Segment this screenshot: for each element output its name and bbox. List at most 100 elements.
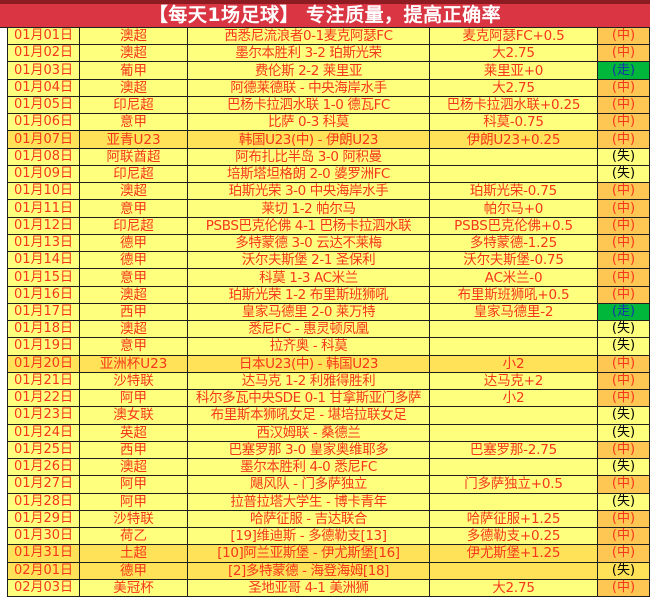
league-cell: 印尼超 <box>80 165 188 184</box>
match-cell: 墨尔本胜利 3-2 珀斯光荣 <box>188 45 430 63</box>
result-cell: (中) <box>598 217 650 235</box>
table-row: 01月23日 澳女联 布里斯本狮吼女足 - 堪培拉联女足 (失) <box>8 407 650 425</box>
date-cell: 01月23日 <box>8 407 80 425</box>
date-cell: 02月03日 <box>8 579 80 597</box>
bet-cell <box>430 424 598 442</box>
table-row: 01月27日 阿甲 飓风队 - 门多萨独立 门多萨独立+0.5 (中) <box>8 476 650 494</box>
table-row: 01月15日 意甲 科莫 1-3 AC米兰 AC米兰-0 (中) <box>8 269 650 287</box>
result-cell: (失) <box>598 338 650 356</box>
result-cell: (中) <box>598 234 650 253</box>
match-cell: 多特蒙德 3-0 云达不莱梅 <box>188 234 430 253</box>
bet-cell <box>430 407 598 425</box>
table-row: 01月24日 英超 西汉姆联 - 桑德兰 (失) <box>8 424 650 442</box>
result-cell: (中) <box>598 441 650 460</box>
table-row: 01月07日 亚青U23 韩国U23(中) - 伊朗U23 伊朗U23+0.25 (中) <box>8 131 650 149</box>
match-cell: 费伦斯 2-2 莱里亚 <box>188 62 430 80</box>
table-row: 01月04日 澳超 阿德莱德联 - 中央海岸水手 大2.75 (中) <box>8 79 650 97</box>
result-cell: (走) <box>598 62 650 80</box>
date-cell: 01月01日 <box>8 28 80 46</box>
league-cell: 澳超 <box>80 321 188 339</box>
bet-cell <box>430 321 598 339</box>
result-cell: (中) <box>598 131 650 149</box>
league-cell: 澳超 <box>80 286 188 304</box>
league-cell: 美冠杯 <box>80 579 188 597</box>
match-cell: 悉尼FC - 惠灵顿凤凰 <box>188 321 430 339</box>
result-cell: (中) <box>598 545 650 563</box>
bet-cell: 珀斯光荣-0.75 <box>430 183 598 201</box>
bet-cell: 小2 <box>430 390 598 408</box>
result-cell: (中) <box>598 200 650 218</box>
league-cell: 澳超 <box>80 79 188 97</box>
result-cell: (中) <box>598 579 650 597</box>
date-cell: 01月02日 <box>8 45 80 63</box>
date-cell: 01月15日 <box>8 269 80 287</box>
bet-cell: 科莫-0.75 <box>430 114 598 132</box>
result-cell: (中) <box>598 45 650 63</box>
table-row: 01月08日 阿联酋超 阿布扎比半岛 3-0 阿积曼 (失) <box>8 148 650 166</box>
date-cell: 01月31日 <box>8 545 80 563</box>
league-cell: 澳超 <box>80 183 188 201</box>
league-cell: 意甲 <box>80 200 188 218</box>
match-cell: 皇家马德里 2-0 莱万特 <box>188 303 430 322</box>
result-cell: (失) <box>598 493 650 511</box>
league-cell: 意甲 <box>80 338 188 356</box>
date-cell: 01月25日 <box>8 441 80 460</box>
bet-cell: 大2.75 <box>430 79 598 97</box>
date-cell: 01月20日 <box>8 355 80 373</box>
bet-cell: 大2.75 <box>430 579 598 597</box>
bet-cell <box>430 459 598 477</box>
league-cell: 葡甲 <box>80 62 188 80</box>
table-row: 01月05日 印尼超 巴杨卡拉泗水联 1-0 德瓦FC 巴杨卡拉泗水联+0.25 (中) <box>8 96 650 115</box>
result-cell: (中) <box>598 96 650 115</box>
match-cell: 西悉尼流浪者0-1麦克阿瑟FC <box>188 28 430 46</box>
result-cell: (中) <box>598 355 650 373</box>
result-cell: (失) <box>598 459 650 477</box>
table-row: 02月03日 美冠杯 圣地亚哥 4-1 美洲狮 大2.75 (中) <box>8 579 650 597</box>
bet-cell: 多特蒙德-1.25 <box>430 234 598 253</box>
bet-cell <box>430 165 598 184</box>
league-cell: 澳女联 <box>80 407 188 425</box>
table-row: 01月29日 沙特联 哈萨征服 - 吉达联合 哈萨征服+1.25 (中) <box>8 510 650 529</box>
date-cell: 01月18日 <box>8 321 80 339</box>
result-cell: (中) <box>598 390 650 408</box>
league-cell: 印尼超 <box>80 96 188 115</box>
match-cell: [10]阿兰亚斯堡 - 伊尤斯堡[16] <box>188 545 430 563</box>
bet-cell: 多德勒支+0.25 <box>430 528 598 546</box>
result-cell: (中) <box>598 528 650 546</box>
date-cell: 02月01日 <box>8 562 80 580</box>
bet-cell: 达马克+2 <box>430 372 598 391</box>
date-cell: 01月09日 <box>8 165 80 184</box>
bet-cell <box>430 148 598 166</box>
date-cell: 01月30日 <box>8 528 80 546</box>
bet-cell: 布里斯班狮吼+0.5 <box>430 286 598 304</box>
league-cell: 阿甲 <box>80 390 188 408</box>
table-row: 01月25日 西甲 巴塞罗那 3-0 皇家奥维耶多 巴塞罗那-2.75 (中) <box>8 441 650 460</box>
result-cell: (中) <box>598 252 650 270</box>
result-cell: (中) <box>598 510 650 529</box>
bet-cell: 大2.75 <box>430 45 598 63</box>
league-cell: 亚青U23 <box>80 131 188 149</box>
table-row: 01月31日 土超 [10]阿兰亚斯堡 - 伊尤斯堡[16] 伊尤斯堡+1.25 (中) <box>8 545 650 563</box>
page-title: 【每天1场足球】 专注质量，提高正确率 <box>0 0 650 28</box>
league-cell: 西甲 <box>80 303 188 322</box>
bet-cell: 伊朗U23+0.25 <box>430 131 598 149</box>
league-cell: 荷乙 <box>80 528 188 546</box>
match-cell: 飓风队 - 门多萨独立 <box>188 476 430 494</box>
table-row: 02月01日 德甲 [2]多特蒙德 - 海登海姆[18] (失) <box>8 562 650 580</box>
match-cell: 巴杨卡拉泗水联 1-0 德瓦FC <box>188 96 430 115</box>
result-cell: (中) <box>598 269 650 287</box>
match-cell: 哈萨征服 - 吉达联合 <box>188 510 430 529</box>
table-row: 01月26日 澳超 墨尔本胜利 4-0 悉尼FC (失) <box>8 459 650 477</box>
bet-cell: 巴塞罗那-2.75 <box>430 441 598 460</box>
date-cell: 01月08日 <box>8 148 80 166</box>
match-cell: 达马克 1-2 利雅得胜利 <box>188 372 430 391</box>
bet-cell <box>430 338 598 356</box>
date-cell: 01月21日 <box>8 372 80 391</box>
date-cell: 01月13日 <box>8 234 80 253</box>
date-cell: 01月28日 <box>8 493 80 511</box>
league-cell: 阿甲 <box>80 493 188 511</box>
date-cell: 01月03日 <box>8 62 80 80</box>
match-cell: 阿布扎比半岛 3-0 阿积曼 <box>188 148 430 166</box>
match-cell: 布里斯本狮吼女足 - 堪培拉联女足 <box>188 407 430 425</box>
